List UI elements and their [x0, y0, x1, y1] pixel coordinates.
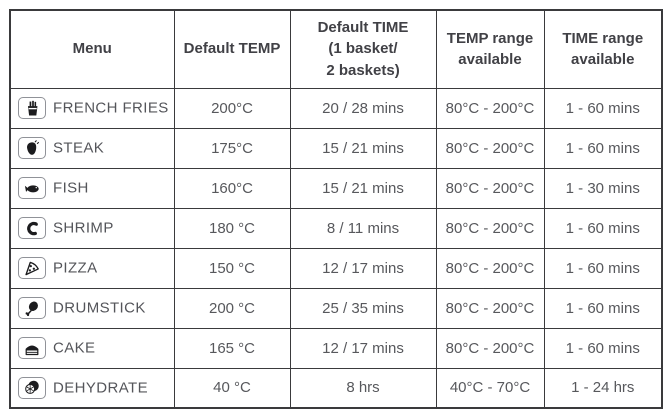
table-row-dehydrate: DEHYDRATE 40 °C 8 hrs 40°C - 70°C 1 - 24…: [9, 367, 663, 409]
cooking-presets-table: Menu Default TEMP Default TIME (1 basket…: [9, 9, 663, 409]
default-time-cell: 15 / 21 mins: [289, 127, 437, 169]
default-time-cell: 8 hrs: [289, 367, 437, 409]
menu-cell: STEAK: [9, 127, 175, 169]
shrimp-icon: [18, 217, 46, 239]
header-row: Menu Default TEMP Default TIME (1 basket…: [9, 9, 663, 89]
default-time-cell: 12 / 17 mins: [289, 327, 437, 369]
default-time-cell: 15 / 21 mins: [289, 167, 437, 209]
menu-cell: PIZZA: [9, 247, 175, 289]
temp-range-cell: 80°C - 200°C: [435, 207, 545, 249]
temp-range-cell: 40°C - 70°C: [435, 367, 545, 409]
default-temp-cell: 175°C: [173, 127, 291, 169]
temp-range-cell: 80°C - 200°C: [435, 127, 545, 169]
menu-cell: DRUMSTICK: [9, 287, 175, 329]
cake-icon: [18, 337, 46, 359]
menu-cell: SHRIMP: [9, 207, 175, 249]
menu-label: PIZZA: [53, 259, 98, 277]
temp-range-cell: 80°C - 200°C: [435, 287, 545, 329]
pizza-icon: [18, 257, 46, 279]
column-header-menu: Menu: [9, 9, 175, 89]
temp-range-cell: 80°C - 200°C: [435, 87, 545, 129]
menu-cell: DEHYDRATE: [9, 367, 175, 409]
column-header-temp-range: TEMP range available: [435, 9, 545, 89]
table-row-fish: FISH 160°C 15 / 21 mins 80°C - 200°C 1 -…: [9, 167, 663, 209]
menu-cell: FRENCH FRIES: [9, 87, 175, 129]
column-header-default-time: Default TIME (1 basket/ 2 baskets): [289, 9, 437, 89]
default-temp-cell: 180 °C: [173, 207, 291, 249]
temp-range-cell: 80°C - 200°C: [435, 327, 545, 369]
steak-icon: [18, 137, 46, 159]
default-temp-cell: 200 °C: [173, 287, 291, 329]
table-row-shrimp: SHRIMP 180 °C 8 / 11 mins 80°C - 200°C 1…: [9, 207, 663, 249]
default-time-cell: 12 / 17 mins: [289, 247, 437, 289]
time-range-cell: 1 - 60 mins: [543, 127, 663, 169]
menu-label: DEHYDRATE: [53, 379, 148, 397]
default-time-cell: 20 / 28 mins: [289, 87, 437, 129]
table-row-pizza: PIZZA 150 °C 12 / 17 mins 80°C - 200°C 1…: [9, 247, 663, 289]
default-time-cell: 8 / 11 mins: [289, 207, 437, 249]
default-time-cell: 25 / 35 mins: [289, 287, 437, 329]
menu-label: SHRIMP: [53, 219, 114, 237]
table-row-steak: STEAK 175°C 15 / 21 mins 80°C - 200°C 1 …: [9, 127, 663, 169]
fish-icon: [18, 177, 46, 199]
table-row-drumstick: DRUMSTICK 200 °C 25 / 35 mins 80°C - 200…: [9, 287, 663, 329]
time-range-cell: 1 - 60 mins: [543, 87, 663, 129]
drumstick-icon: [18, 297, 46, 319]
time-range-cell: 1 - 30 mins: [543, 167, 663, 209]
menu-cell: CAKE: [9, 327, 175, 369]
menu-cell: FISH: [9, 167, 175, 209]
time-range-cell: 1 - 60 mins: [543, 327, 663, 369]
menu-label: FRENCH FRIES: [53, 99, 169, 117]
time-range-cell: 1 - 60 mins: [543, 287, 663, 329]
default-temp-cell: 200°C: [173, 87, 291, 129]
menu-label: FISH: [53, 179, 89, 197]
default-temp-cell: 40 °C: [173, 367, 291, 409]
default-temp-cell: 150 °C: [173, 247, 291, 289]
menu-label: STEAK: [53, 139, 105, 157]
time-range-cell: 1 - 24 hrs: [543, 367, 663, 409]
column-header-time-range: TIME range available: [543, 9, 663, 89]
dehydrate-icon: [18, 376, 46, 399]
time-range-cell: 1 - 60 mins: [543, 207, 663, 249]
time-range-cell: 1 - 60 mins: [543, 247, 663, 289]
temp-range-cell: 80°C - 200°C: [435, 167, 545, 209]
table-row-cake: CAKE 165 °C 12 / 17 mins 80°C - 200°C 1 …: [9, 327, 663, 369]
temp-range-cell: 80°C - 200°C: [435, 247, 545, 289]
default-temp-cell: 165 °C: [173, 327, 291, 369]
french-fries-icon: [18, 97, 46, 119]
default-temp-cell: 160°C: [173, 167, 291, 209]
table-row-french-fries: FRENCH FRIES 200°C 20 / 28 mins 80°C - 2…: [9, 87, 663, 129]
menu-label: CAKE: [53, 339, 96, 357]
menu-label: DRUMSTICK: [53, 299, 146, 317]
column-header-default-temp: Default TEMP: [173, 9, 291, 89]
